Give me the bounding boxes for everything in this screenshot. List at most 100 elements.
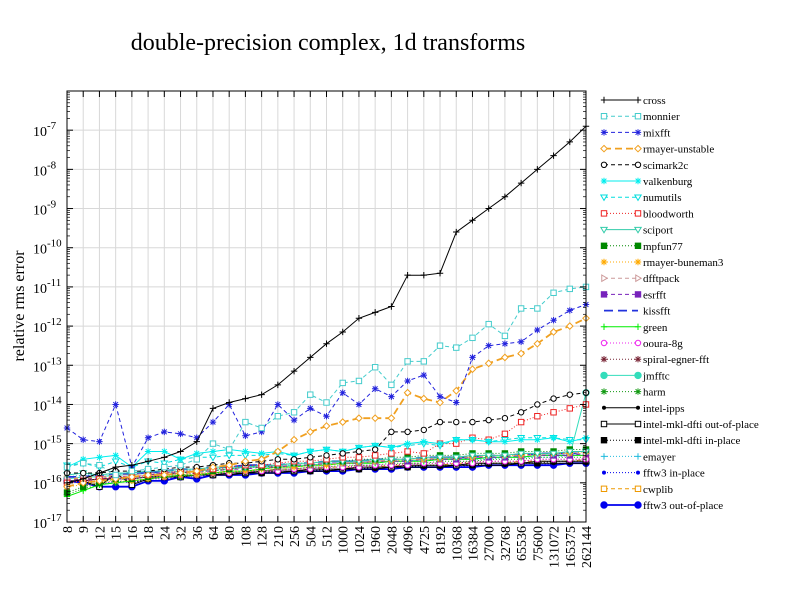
data-point — [634, 177, 642, 185]
data-point — [517, 450, 526, 458]
y-tick-label: 10-9 — [33, 199, 57, 219]
data-point — [338, 418, 347, 426]
legend-item: esrfft — [600, 289, 666, 301]
legend-label: mixfft — [643, 127, 670, 139]
data-point — [452, 454, 461, 462]
data-point — [177, 456, 184, 463]
data-point — [602, 470, 606, 475]
data-point — [600, 144, 608, 153]
data-point — [534, 166, 541, 173]
data-point — [371, 442, 379, 449]
chart-title: double-precision complex, 1d transforms — [131, 30, 526, 56]
data-point — [600, 96, 608, 104]
y-tick-label: 10-14 — [33, 394, 62, 414]
data-point — [533, 339, 542, 348]
data-point — [209, 418, 217, 426]
data-point — [566, 285, 573, 293]
legend-label: sciport — [643, 225, 673, 237]
data-point — [634, 113, 642, 120]
y-tick-exponent: -11 — [47, 277, 61, 289]
legend-item: sciport — [599, 225, 673, 237]
data-point — [128, 467, 136, 475]
data-point — [601, 274, 609, 283]
x-tick-label: 16384 — [466, 526, 481, 561]
data-point — [633, 194, 643, 202]
data-point — [469, 217, 476, 224]
data-point — [192, 467, 201, 475]
x-tick-label: 1000 — [337, 526, 352, 554]
data-point — [193, 434, 200, 441]
data-point — [371, 385, 379, 392]
data-point — [501, 430, 509, 438]
data-point — [96, 469, 103, 477]
data-point — [517, 179, 525, 187]
legend-label: jmfftc — [642, 370, 670, 382]
x-tick-label: 512 — [321, 526, 336, 547]
data-point — [501, 438, 509, 445]
data-point — [80, 460, 87, 467]
data-point — [634, 323, 642, 330]
data-point — [80, 456, 87, 463]
legend-item: harm — [600, 387, 666, 399]
data-point — [534, 326, 541, 334]
data-point — [177, 430, 184, 438]
x-tick-label: 32 — [175, 526, 190, 540]
data-point — [534, 413, 541, 420]
legend-label: rmayer-buneman3 — [643, 257, 724, 269]
legend-label: mpfun77 — [643, 241, 683, 253]
data-point — [274, 381, 282, 389]
data-point — [435, 454, 445, 462]
series-line — [66, 456, 586, 496]
y-tick-exponent: -16 — [47, 473, 62, 485]
x-tick-label: 2048 — [385, 526, 400, 554]
data-point — [208, 454, 218, 462]
data-point — [371, 452, 379, 459]
legend-label: bloodworth — [643, 208, 694, 220]
data-point — [420, 426, 428, 434]
legend-item: emayer — [600, 451, 676, 463]
data-point — [388, 428, 395, 436]
data-point — [323, 446, 330, 453]
legend-item: mpfun77 — [600, 241, 683, 253]
data-point — [307, 448, 314, 455]
data-point — [96, 454, 103, 461]
data-point — [290, 367, 298, 375]
x-tick-label: 16 — [126, 526, 141, 540]
data-point — [468, 452, 477, 460]
y-tick-label: 10-12 — [33, 316, 62, 336]
legend-item: kissfft — [604, 306, 670, 318]
data-point — [290, 435, 298, 444]
data-point — [600, 453, 608, 460]
data-point — [371, 309, 379, 316]
data-point — [209, 448, 217, 455]
legend-label: monnier — [643, 111, 680, 123]
data-point — [501, 193, 509, 200]
data-point — [144, 434, 152, 441]
data-point — [600, 371, 608, 380]
data-point — [634, 453, 642, 460]
data-point — [469, 354, 476, 361]
data-point — [144, 458, 152, 465]
x-tick-label: 9 — [77, 526, 92, 533]
y-tick-exponent: -7 — [47, 120, 57, 132]
data-point — [225, 399, 233, 406]
data-point — [453, 228, 460, 236]
y-tick-label: 10-16 — [33, 473, 62, 493]
data-point — [636, 470, 640, 475]
data-point — [566, 438, 573, 445]
data-point — [600, 388, 608, 395]
data-point — [371, 446, 379, 453]
data-point — [371, 414, 380, 423]
data-point — [161, 448, 168, 455]
data-point — [634, 291, 642, 298]
data-point — [599, 194, 609, 202]
data-point — [160, 471, 169, 479]
data-point — [177, 461, 184, 469]
data-point — [550, 409, 557, 416]
x-tick-label: 36 — [191, 526, 206, 540]
data-point — [534, 305, 541, 312]
y-tick-label: 10-13 — [33, 355, 62, 375]
data-point — [274, 413, 282, 420]
data-point — [600, 242, 608, 250]
